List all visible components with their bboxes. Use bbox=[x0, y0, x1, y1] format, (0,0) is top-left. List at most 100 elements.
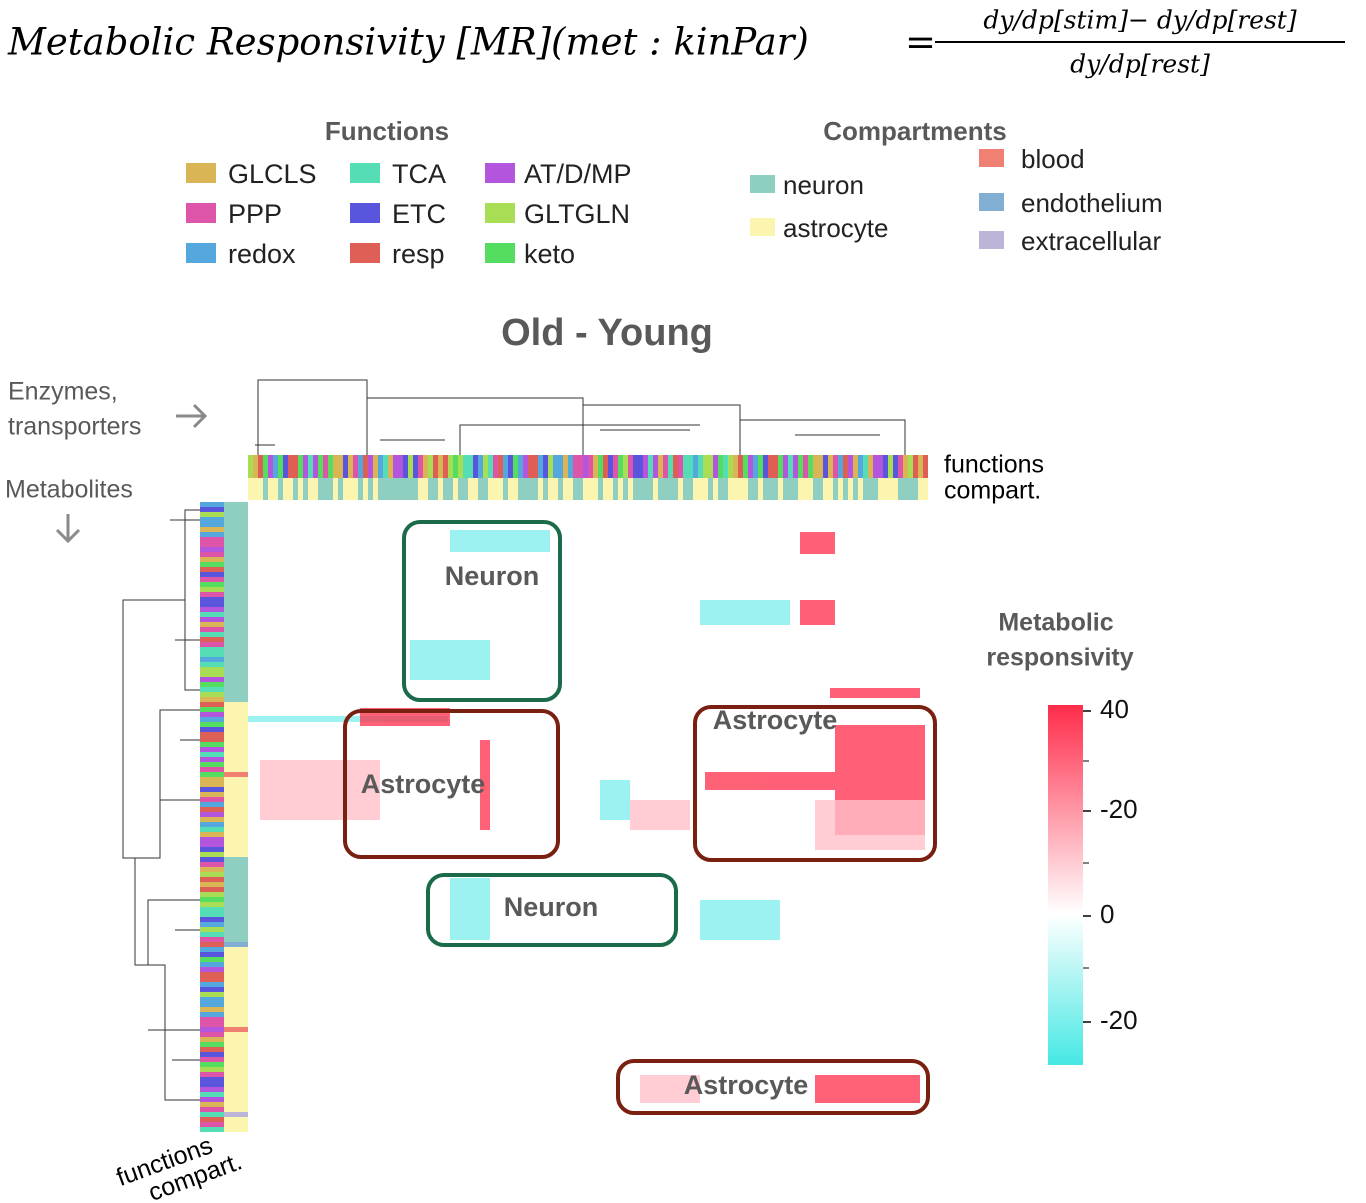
column-function-cell bbox=[673, 455, 678, 478]
colorbar-ticks: 40 -20 0 -20 bbox=[1083, 694, 1138, 1035]
column-compartment-cell bbox=[553, 478, 558, 500]
row-compartment-cell bbox=[224, 1027, 248, 1032]
row-function-cell bbox=[200, 777, 224, 782]
column-compartment-cell bbox=[398, 478, 403, 500]
row-compartment-cell bbox=[224, 622, 248, 627]
column-function-cell bbox=[303, 455, 308, 478]
legend-label: redox bbox=[228, 239, 296, 269]
colorbar-tick-label: 0 bbox=[1100, 899, 1114, 929]
row-function-cell bbox=[200, 882, 224, 887]
column-function-cell bbox=[458, 455, 463, 478]
legend-label: keto bbox=[524, 239, 575, 269]
column-function-cell bbox=[408, 455, 413, 478]
column-compartment-cell bbox=[923, 478, 928, 500]
column-compartment-cell bbox=[868, 478, 873, 500]
column-compartment-cell bbox=[518, 478, 523, 500]
row-compartment-cell bbox=[224, 1057, 248, 1062]
row-function-cell bbox=[200, 752, 224, 757]
row-function-cell bbox=[200, 522, 224, 527]
row-function-cell bbox=[200, 737, 224, 742]
row-function-cell bbox=[200, 1127, 224, 1132]
colorbar-title: responsivity bbox=[986, 644, 1133, 672]
column-compartment-cell bbox=[658, 478, 663, 500]
column-function-cell bbox=[503, 455, 508, 478]
column-function-cell bbox=[823, 455, 828, 478]
column-compartment-cell bbox=[528, 478, 533, 500]
column-function-cell bbox=[398, 455, 403, 478]
row-function-cell bbox=[200, 1052, 224, 1057]
column-compartment-cell bbox=[813, 478, 818, 500]
row-compartment-cell bbox=[224, 1067, 248, 1072]
column-dendrogram bbox=[255, 379, 906, 455]
column-compartment-cell bbox=[413, 478, 418, 500]
column-function-cell bbox=[488, 455, 493, 478]
column-compartment-cell bbox=[508, 478, 513, 500]
row-compartment-cell bbox=[224, 692, 248, 697]
row-compartment-cell bbox=[224, 722, 248, 727]
row-function-cell bbox=[200, 1007, 224, 1012]
column-function-cell bbox=[923, 455, 928, 478]
column-compartment-cell bbox=[258, 478, 263, 500]
row-compartment-cell bbox=[224, 547, 248, 552]
row-function-cell bbox=[200, 762, 224, 767]
column-compartment-cell bbox=[298, 478, 303, 500]
row-function-cell bbox=[200, 1087, 224, 1092]
row-compartment-cell bbox=[224, 957, 248, 962]
row-compartment-cell bbox=[224, 972, 248, 977]
row-compartment-cell bbox=[224, 652, 248, 657]
row-function-cell bbox=[200, 1107, 224, 1112]
row-compartment-cell bbox=[224, 632, 248, 637]
row-function-cell bbox=[200, 847, 224, 852]
row-function-cell bbox=[200, 572, 224, 577]
column-function-cell bbox=[323, 455, 328, 478]
row-compartment-cell bbox=[224, 1097, 248, 1102]
column-function-cell bbox=[788, 455, 793, 478]
column-compartment-cell bbox=[373, 478, 378, 500]
column-function-cell bbox=[898, 455, 903, 478]
row-function-cell bbox=[200, 1092, 224, 1097]
column-compartment-cell bbox=[908, 478, 913, 500]
column-compartment-cell bbox=[793, 478, 798, 500]
column-function-cell bbox=[423, 455, 428, 478]
row-function-cell bbox=[200, 867, 224, 872]
column-compartment-cell bbox=[768, 478, 773, 500]
column-function-cell bbox=[308, 455, 313, 478]
row-function-cell bbox=[200, 742, 224, 747]
column-compartment-cell bbox=[313, 478, 318, 500]
row-function-cell bbox=[200, 592, 224, 597]
row-compartment-cell bbox=[224, 742, 248, 747]
equation-equals: = bbox=[905, 21, 936, 64]
row-compartment-cell bbox=[224, 707, 248, 712]
arrow bbox=[55, 514, 81, 544]
row-compartment-cell bbox=[224, 612, 248, 617]
column-function-cell bbox=[433, 455, 438, 478]
column-compartment-cell bbox=[828, 478, 833, 500]
row-function-cell bbox=[200, 972, 224, 977]
annotations: Neuron Astrocyte Astrocyte Neuron Astrocyte bbox=[343, 520, 937, 1115]
column-function-cell bbox=[403, 455, 408, 478]
row-compartment-cell bbox=[224, 1102, 248, 1107]
column-function-cell bbox=[343, 455, 348, 478]
column-function-cell bbox=[363, 455, 368, 478]
row-function-cell bbox=[200, 897, 224, 902]
row-compartment-cell bbox=[224, 502, 248, 507]
colorbar-tick-label: -20 bbox=[1100, 1005, 1138, 1035]
column-function-cell bbox=[883, 455, 888, 478]
column-function-cell bbox=[533, 455, 538, 478]
row-function-cell bbox=[200, 687, 224, 692]
annotation-label: Neuron bbox=[445, 561, 540, 591]
column-function-cell bbox=[658, 455, 663, 478]
row-compartment-cell bbox=[224, 747, 248, 752]
column-bar-label: compart. bbox=[944, 477, 1041, 505]
row-function-cell bbox=[200, 872, 224, 877]
row-compartment-cell bbox=[224, 917, 248, 922]
row-function-cell bbox=[200, 632, 224, 637]
column-function-cell bbox=[273, 455, 278, 478]
column-compartment-cell bbox=[723, 478, 728, 500]
row-compartment-cell bbox=[224, 752, 248, 757]
row-function-cell bbox=[200, 697, 224, 702]
column-function-cell bbox=[448, 455, 453, 478]
row-function-cell bbox=[200, 547, 224, 552]
column-compartment-cell bbox=[468, 478, 473, 500]
row-compartment-cell bbox=[224, 527, 248, 532]
